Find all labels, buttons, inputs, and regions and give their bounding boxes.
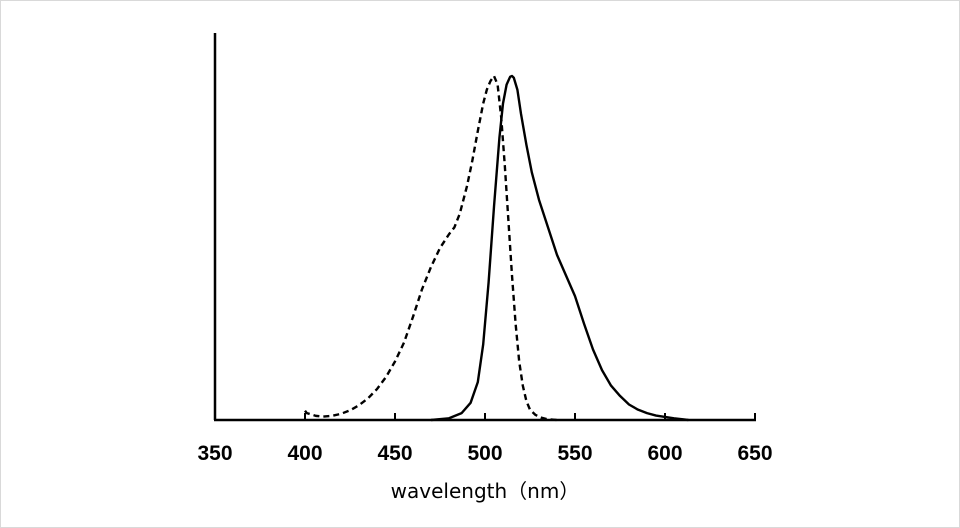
x-tick-label: 650 bbox=[737, 442, 772, 465]
x-axis-title: wavelength（nm） bbox=[391, 479, 580, 503]
x-tick-labels: 350 400 450 500 550 600 650 bbox=[197, 442, 772, 465]
x-tick-label: 400 bbox=[287, 442, 322, 465]
series-group bbox=[304, 74, 689, 422]
x-tick-label: 600 bbox=[647, 442, 682, 465]
x-tick-label: 500 bbox=[467, 442, 502, 465]
x-tick-label: 550 bbox=[557, 442, 592, 465]
x-tick-label: 350 bbox=[197, 442, 232, 465]
series-line-solid bbox=[430, 74, 689, 422]
series-line-dashed bbox=[304, 74, 558, 422]
x-tick-label: 450 bbox=[377, 442, 412, 465]
